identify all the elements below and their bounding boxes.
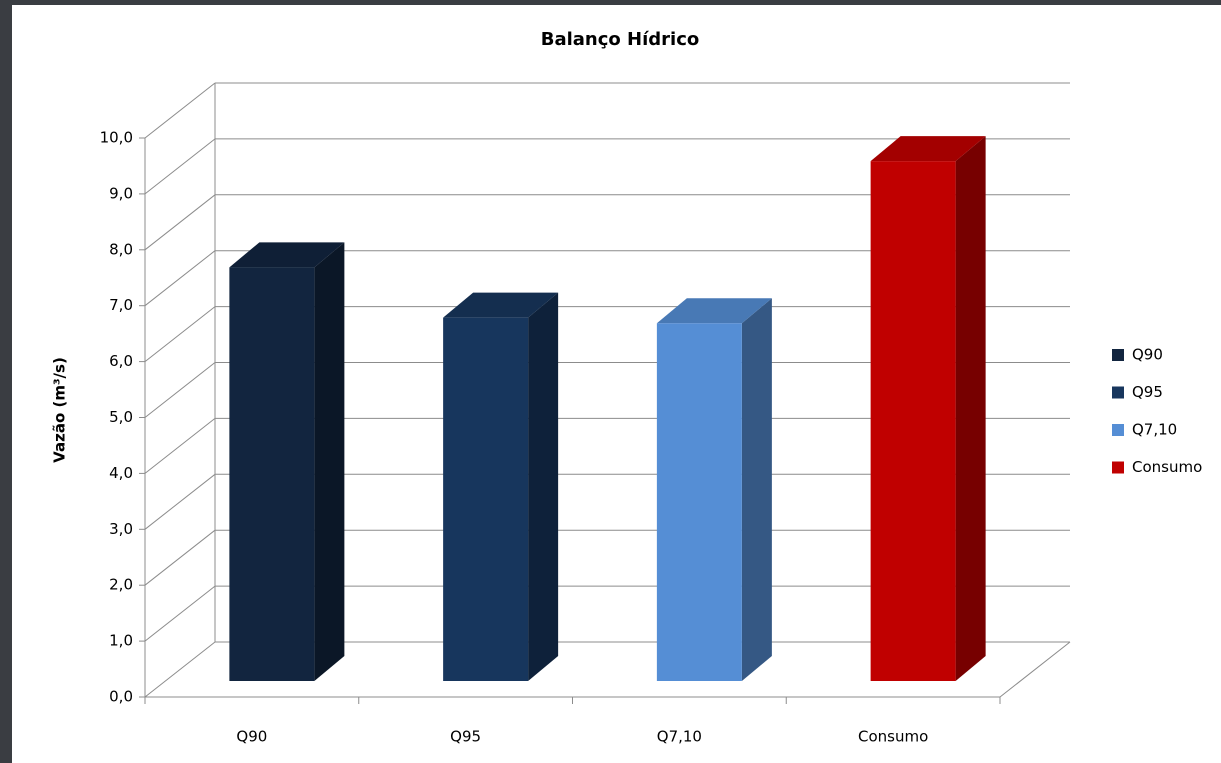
bar	[870, 161, 956, 681]
y-tick-label: 8,0	[109, 240, 133, 258]
y-tick-label: 2,0	[109, 576, 133, 594]
grid-line-side	[144, 585, 216, 642]
x-tick-label: Q7,10	[657, 728, 702, 746]
bar-side	[528, 292, 559, 681]
y-tick-label: 7,0	[109, 296, 133, 314]
legend-swatch	[1112, 349, 1124, 361]
grid-line-side	[144, 194, 216, 251]
chart-title: Balanço Hídrico	[541, 29, 700, 50]
legend-swatch	[1112, 424, 1124, 436]
bar-side	[955, 136, 986, 681]
legend-swatch	[1112, 461, 1124, 474]
chart-area	[12, 5, 1221, 763]
y-tick-label: 0,0	[109, 688, 133, 706]
bar	[229, 267, 315, 681]
y-tick-label: 1,0	[109, 632, 133, 650]
y-tick-label: 9,0	[109, 184, 133, 202]
grid-line-side	[144, 362, 216, 418]
grid-line-side	[144, 473, 216, 530]
grid-line-side	[144, 641, 216, 698]
y-tick-label: 5,0	[109, 408, 133, 426]
bar	[656, 323, 742, 681]
x-tick-label: Q95	[450, 728, 481, 746]
bar	[443, 317, 529, 681]
x-tick-label: Q90	[236, 728, 267, 746]
floor-right-edge	[999, 641, 1071, 698]
legend-label: Q7,10	[1132, 421, 1177, 439]
bar-top	[870, 136, 986, 162]
bar-top	[656, 298, 772, 324]
y-tick-label: 6,0	[109, 352, 133, 370]
bar-top	[443, 292, 559, 318]
bar-top	[229, 242, 345, 268]
grid-line-side	[144, 82, 216, 139]
legend-label: Q95	[1132, 383, 1163, 401]
bar-side	[741, 298, 772, 681]
y-tick-label: 10,0	[100, 129, 133, 147]
grid-line-side	[144, 529, 216, 586]
y-tick-label: 3,0	[109, 520, 133, 538]
legend-swatch	[1112, 386, 1124, 399]
legend-label: Consumo	[1132, 458, 1202, 476]
grid-line-side	[144, 418, 216, 474]
y-tick-label: 4,0	[109, 464, 133, 482]
bar-side	[314, 242, 345, 681]
grid-line-side	[144, 138, 216, 195]
grid-line-side	[144, 306, 216, 362]
grid-line-side	[144, 250, 216, 307]
x-tick-label: Consumo	[858, 728, 928, 746]
legend-label: Q90	[1132, 346, 1163, 364]
y-axis-label: Vazão (m³/s)	[51, 357, 69, 463]
